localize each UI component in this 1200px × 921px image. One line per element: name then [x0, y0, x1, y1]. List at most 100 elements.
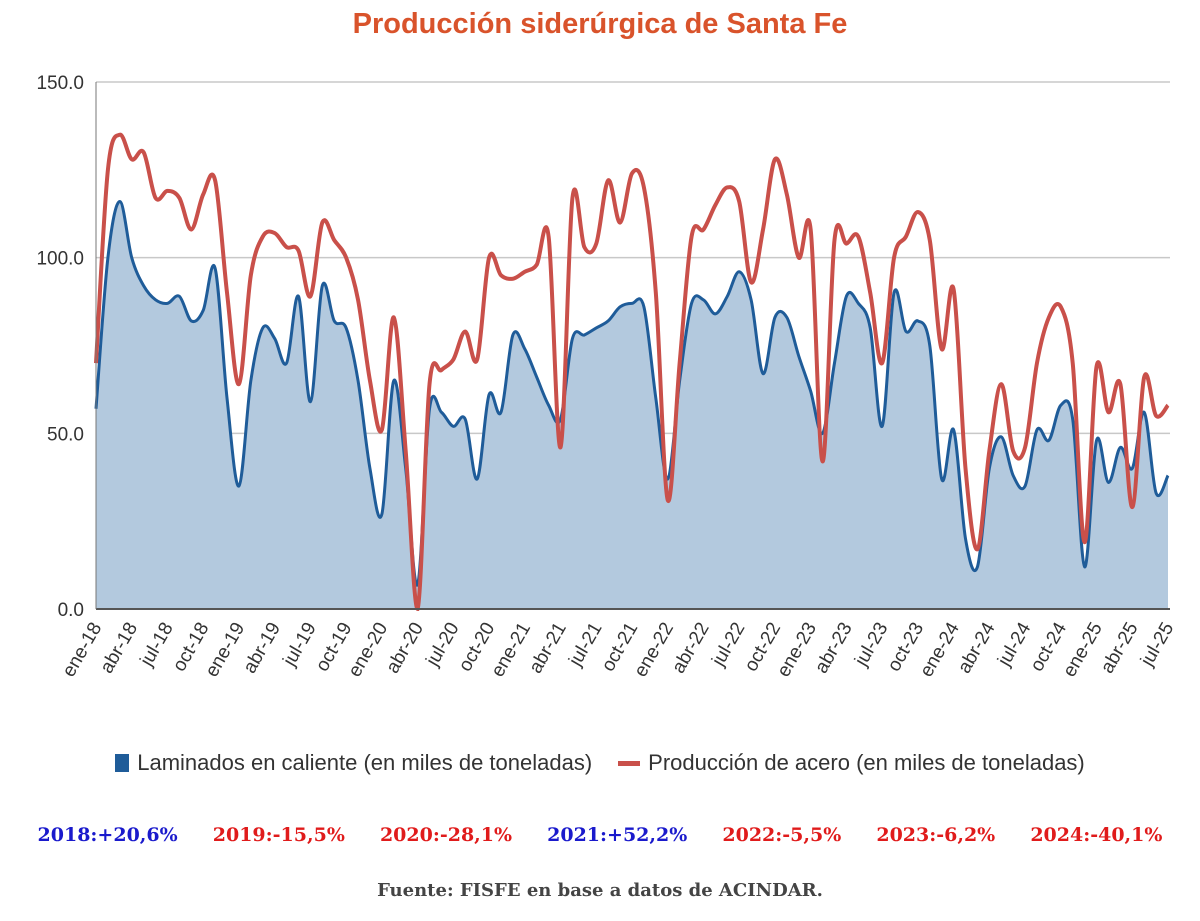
laminados-point — [523, 347, 527, 351]
laminados-point — [428, 407, 432, 411]
laminados-point — [1130, 466, 1134, 470]
laminados-point — [344, 326, 348, 330]
laminados-point — [249, 379, 253, 383]
laminados-point — [952, 428, 956, 432]
chart-title: Producción siderúrgica de Santa Fe — [352, 8, 848, 40]
acero-point — [630, 171, 634, 175]
laminados-point — [368, 466, 372, 470]
acero-point — [439, 368, 443, 372]
laminados-point — [273, 336, 277, 340]
acero-point — [428, 382, 432, 386]
acero-point — [1035, 361, 1039, 365]
acero-point — [559, 445, 563, 449]
laminados-point — [416, 582, 420, 586]
acero-point — [594, 242, 598, 246]
laminados-point — [547, 403, 551, 407]
laminados-point — [1035, 428, 1039, 432]
acero-point — [737, 199, 741, 203]
acero-point — [308, 294, 312, 298]
acero-point — [916, 210, 920, 214]
acero-point — [249, 273, 253, 277]
laminados-point — [439, 410, 443, 414]
source-note: Fuente: FISFE en base a datos de ACINDAR… — [377, 880, 823, 901]
acero-point — [106, 168, 110, 172]
laminados-point — [320, 284, 324, 288]
acero-point — [725, 185, 729, 189]
acero-point — [463, 329, 467, 333]
acero-point — [821, 459, 825, 463]
laminados-point — [654, 396, 658, 400]
annual-change: 2022:-5,5% — [722, 824, 842, 846]
annual-changes: 2018:+20,6% 2019:-15,5% 2020:-28,1% 2021… — [0, 824, 1200, 846]
acero-point — [701, 228, 705, 232]
acero-point — [618, 221, 622, 225]
x-tick-label: jul-25 — [1136, 619, 1178, 671]
acero-point — [225, 291, 229, 295]
laminados-point — [594, 326, 598, 330]
laminados-point — [511, 333, 515, 337]
laminados-point — [1166, 473, 1170, 477]
acero-point — [487, 256, 491, 260]
annual-change: 2023:-6,2% — [876, 824, 996, 846]
laminados-point — [975, 565, 979, 569]
acero-point — [392, 315, 396, 319]
acero-point — [940, 347, 944, 351]
acero-point — [535, 263, 539, 267]
legend: Laminados en caliente (en miles de tonel… — [0, 750, 1200, 776]
laminados-point — [1071, 417, 1075, 421]
legend-item-acero: Producción de acero (en miles de tonelad… — [618, 750, 1085, 776]
acero-point — [237, 382, 241, 386]
laminados-point — [1118, 445, 1122, 449]
laminados-point — [177, 294, 181, 298]
acero-point — [368, 379, 372, 383]
laminados-point — [773, 315, 777, 319]
laminados-point — [1154, 491, 1158, 495]
legend-item-laminados: Laminados en caliente (en miles de tonel… — [115, 750, 592, 776]
laminados-point — [1142, 410, 1146, 414]
acero-point — [642, 185, 646, 189]
laminados-point — [1023, 484, 1027, 488]
laminados-point — [964, 537, 968, 541]
laminados-point — [642, 305, 646, 309]
acero-point — [380, 428, 384, 432]
acero-point — [1130, 505, 1134, 509]
laminados-point — [868, 326, 872, 330]
legend-label-laminados: Laminados en caliente (en miles de tonel… — [137, 750, 593, 775]
laminados-point — [535, 375, 539, 379]
acero-point — [332, 238, 336, 242]
acero-point — [809, 228, 813, 232]
y-tick-label: 50.0 — [47, 424, 84, 445]
laminados-point — [296, 294, 300, 298]
acero-point — [904, 235, 908, 239]
x-tick-label: abr-20 — [382, 619, 428, 677]
acero-point — [511, 277, 515, 281]
laminados-point — [225, 396, 229, 400]
acero-point — [928, 238, 932, 242]
laminados-point — [844, 294, 848, 298]
laminados-point — [916, 319, 920, 323]
acero-point — [713, 203, 717, 207]
laminados-point — [189, 319, 193, 323]
acero-point — [952, 287, 956, 291]
acero-point — [880, 361, 884, 365]
acero-point — [1106, 410, 1110, 414]
acero-point — [285, 245, 289, 249]
y-tick-label: 150.0 — [36, 73, 84, 94]
laminados-point — [285, 361, 289, 365]
acero-point — [761, 228, 765, 232]
acero-point — [1142, 375, 1146, 379]
laminados-point — [261, 326, 265, 330]
acero-point — [975, 547, 979, 551]
x-tick-label: abr-22 — [668, 619, 714, 677]
laminados-point — [832, 361, 836, 365]
acero-point — [1047, 315, 1051, 319]
acero-point — [130, 157, 134, 161]
x-tick-label: ene-18 — [59, 619, 107, 681]
laminados-point — [606, 319, 610, 323]
x-tick-label: abr-19 — [239, 619, 285, 677]
laminados-point — [380, 512, 384, 516]
acero-point — [451, 358, 455, 362]
laminados-point — [404, 466, 408, 470]
laminados-point — [856, 301, 860, 305]
laminados-point — [237, 484, 241, 488]
